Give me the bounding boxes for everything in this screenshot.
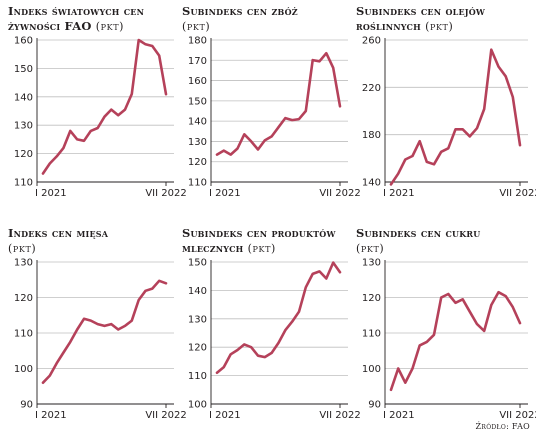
series-line — [41, 279, 168, 384]
x-tick-label: I 2021 — [209, 188, 241, 199]
x-tick-label: VII 2022 — [319, 410, 360, 421]
y-tick-label: 110 — [188, 178, 207, 189]
y-tick-label: 140 — [188, 117, 207, 128]
y-tick-label: 130 — [14, 121, 33, 132]
line-chart: 100 110 120 130 140 150 I 2021 VII 2022 — [188, 258, 361, 422]
y-tick-label: 90 — [368, 400, 381, 411]
chart-title-text: Subindeks cen zbóż — [182, 4, 298, 18]
x-tick-label: VII 2022 — [499, 410, 536, 421]
line-chart: 110 120 130 140 150 160 I 2021 VII 2022 — [14, 36, 187, 200]
chart-title-text: Indeks światowych cen żywności FAO — [8, 4, 145, 33]
chart-unit: (pkt) — [8, 242, 37, 255]
y-tick-label: 120 — [14, 293, 33, 304]
y-tick-label: 140 — [362, 178, 381, 189]
x-tick-label: VII 2022 — [319, 188, 360, 199]
y-tick-label: 110 — [14, 329, 33, 340]
y-tick-label: 100 — [14, 364, 33, 375]
y-tick-label: 130 — [188, 137, 207, 148]
series-line — [215, 51, 342, 156]
y-tick-label: 100 — [362, 364, 381, 375]
x-tick-label: I 2021 — [35, 410, 67, 421]
series-line — [389, 290, 522, 392]
y-tick-label: 150 — [14, 64, 33, 75]
chart-unit: (pkt) — [425, 20, 454, 33]
chart-unit: (pkt) — [95, 20, 125, 33]
chart-title: Indeks światowych cen żywności FAO (pkt) — [8, 4, 184, 34]
line-chart: 110 120 130 140 150 160 170 180 I 2021 VII 2022 — [188, 36, 361, 200]
y-tick-label: 180 — [362, 130, 381, 141]
y-tick-label: 160 — [188, 76, 207, 87]
line-chart: 140 180 220 260 I 2021 VII 2022 — [362, 36, 536, 200]
series-line — [215, 261, 342, 375]
y-tick-label: 90 — [20, 400, 33, 411]
y-tick-label: 140 — [14, 92, 33, 103]
y-tick-label: 120 — [362, 293, 381, 304]
chart-title: Subindeks cen zbóż (pkt) — [182, 4, 358, 34]
y-tick-label: 100 — [188, 400, 207, 411]
line-chart: 90 100 110 120 130 I 2021 VII 2022 — [362, 258, 536, 422]
y-tick-label: 120 — [14, 149, 33, 160]
x-tick-label: VII 2022 — [499, 188, 536, 199]
y-tick-label: 180 — [188, 36, 207, 47]
x-tick-label: I 2021 — [383, 188, 415, 199]
y-tick-label: 260 — [362, 36, 381, 47]
y-tick-label: 150 — [188, 258, 207, 269]
y-tick-label: 110 — [14, 178, 33, 189]
y-tick-label: 110 — [188, 371, 207, 382]
chart-unit: (pkt) — [182, 20, 211, 33]
chart-title-text: Subindeks cen olejów roślinnych — [356, 4, 486, 33]
y-tick-label: 110 — [362, 329, 381, 340]
series-line — [41, 38, 168, 175]
chart-unit: (pkt) — [247, 242, 276, 255]
y-tick-label: 160 — [14, 36, 33, 47]
y-tick-label: 130 — [362, 258, 381, 269]
y-tick-label: 220 — [362, 83, 381, 94]
y-tick-label: 120 — [188, 343, 207, 354]
chart-title-text: Subindeks cen produktów mlecznych — [182, 226, 336, 255]
y-tick-label: 140 — [188, 286, 207, 297]
y-tick-label: 150 — [188, 96, 207, 107]
line-chart: 90 100 110 120 130 I 2021 VII 2022 — [14, 258, 187, 422]
x-tick-label: VII 2022 — [145, 410, 186, 421]
series-line — [389, 48, 522, 186]
x-tick-label: I 2021 — [383, 410, 415, 421]
y-tick-label: 120 — [188, 157, 207, 168]
y-tick-label: 130 — [188, 314, 207, 325]
y-tick-label: 130 — [14, 258, 33, 269]
y-tick-label: 170 — [188, 56, 207, 67]
source-note: Źródło: FAO — [475, 422, 530, 431]
chart-title: Subindeks cen cukru (pkt) — [356, 226, 532, 256]
chart-title: Subindeks cen produktów mlecznych (pkt) — [182, 226, 358, 256]
x-tick-label: VII 2022 — [145, 188, 186, 199]
x-tick-label: I 2021 — [209, 410, 241, 421]
chart-title-text: Indeks cen mięsa — [8, 226, 109, 240]
chart-title: Subindeks cen olejów roślinnych (pkt) — [356, 4, 532, 34]
chart-unit: (pkt) — [356, 242, 385, 255]
chart-title-text: Subindeks cen cukru — [356, 226, 481, 240]
x-tick-label: I 2021 — [35, 188, 67, 199]
chart-title: Indeks cen mięsa (pkt) — [8, 226, 184, 256]
